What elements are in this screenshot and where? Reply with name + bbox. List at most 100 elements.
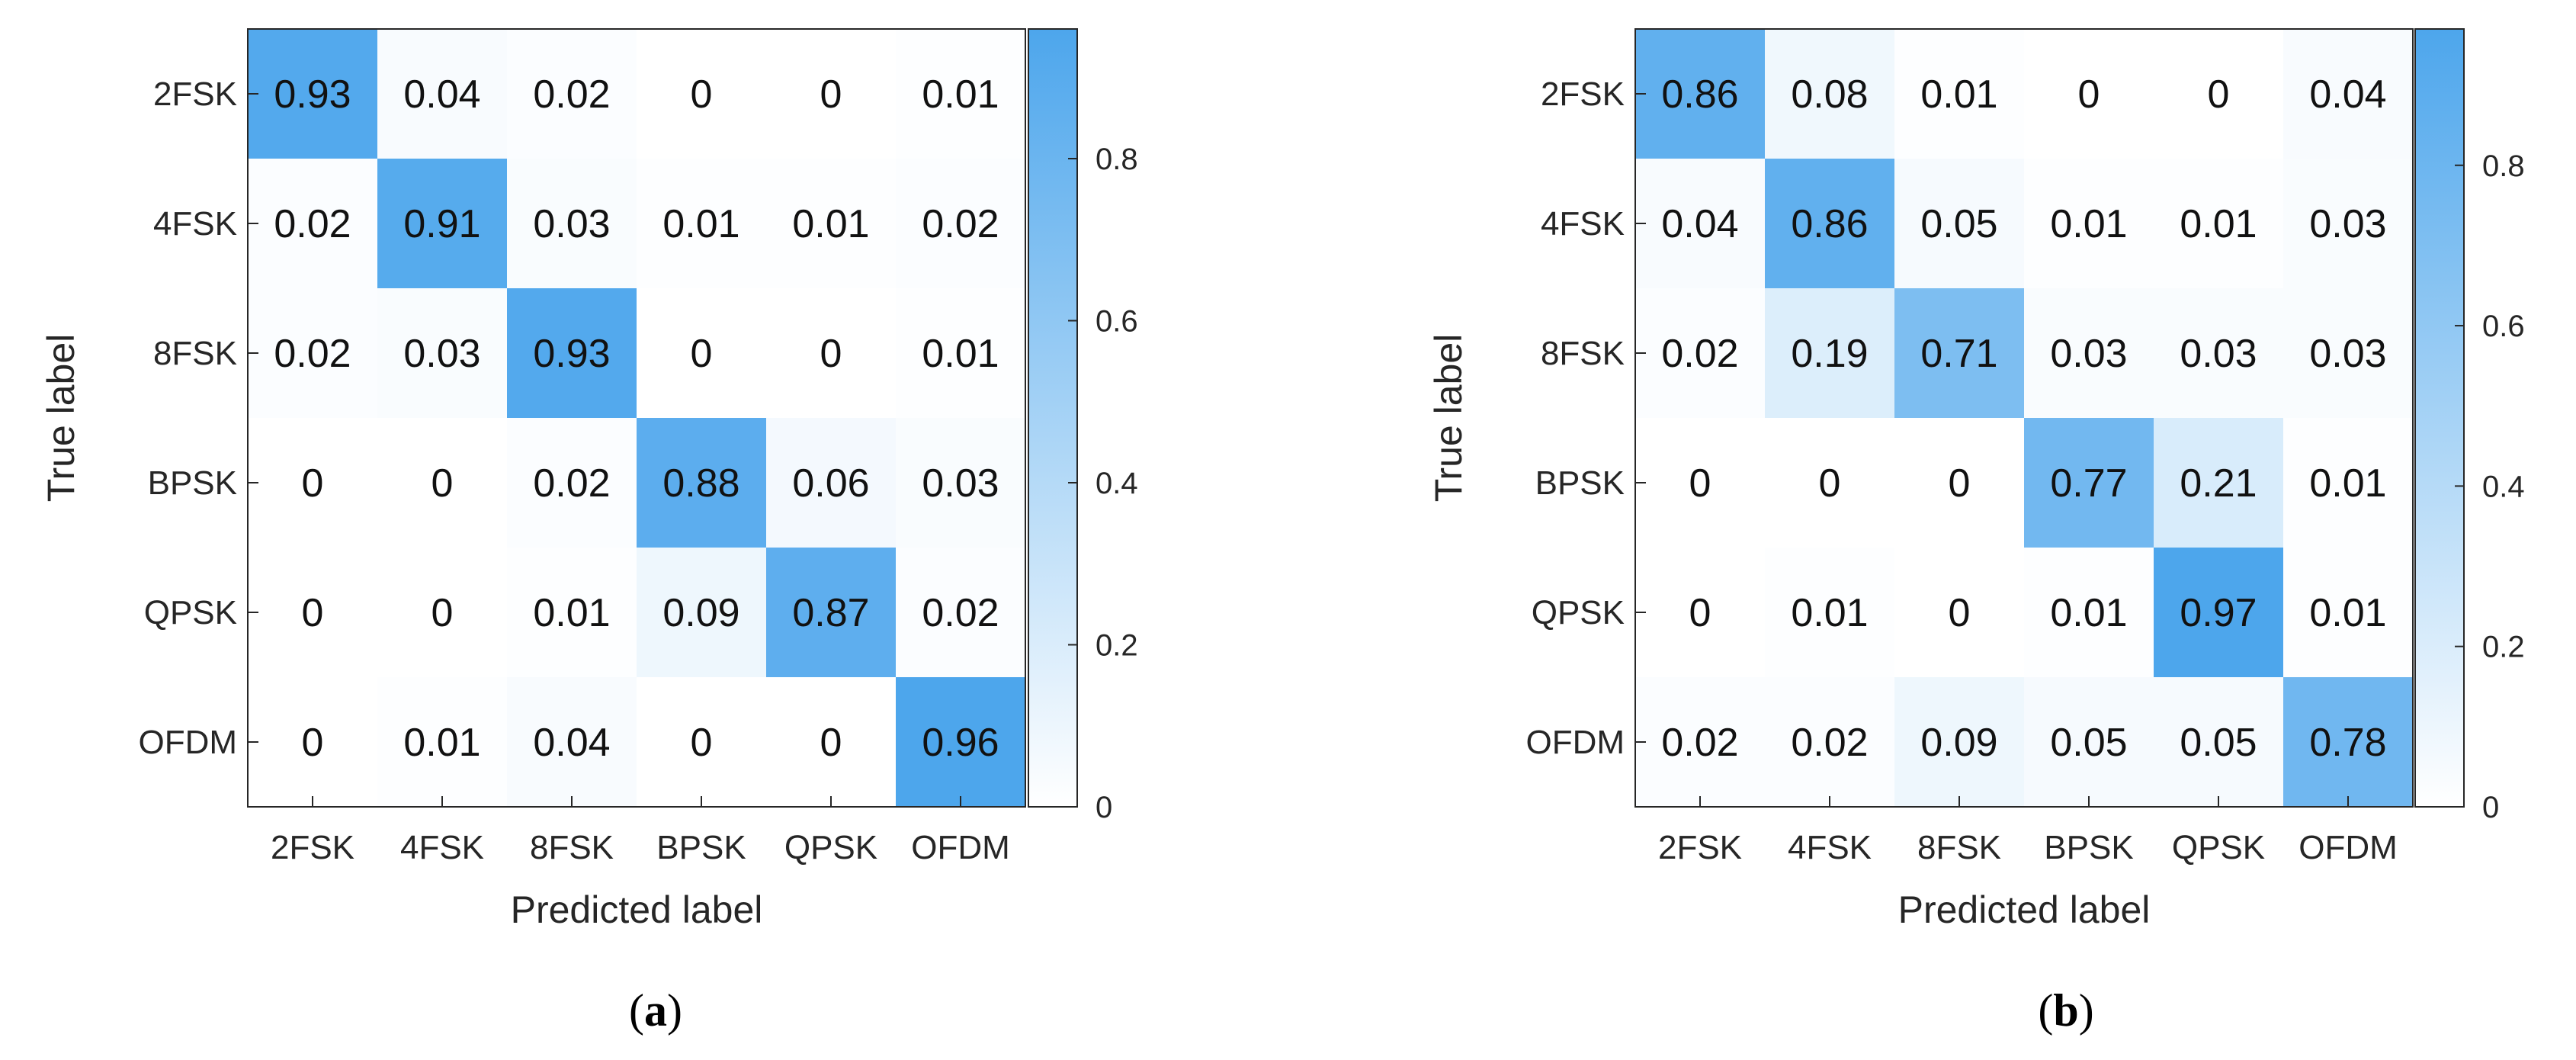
- heatmap-cell: [766, 418, 896, 548]
- x-tick-label: 4FSK: [1788, 829, 1872, 866]
- cell-value-label: 0.02: [922, 202, 999, 246]
- cell-value-label: 0: [431, 461, 454, 506]
- cell-value-label: 0: [302, 721, 324, 765]
- cell-value-label: 0.04: [1661, 202, 1738, 246]
- colorbar-tick-label: 0.4: [1096, 467, 1138, 500]
- cell-value-label: 0.08: [1791, 72, 1868, 117]
- cell-value-label: 0.01: [2309, 461, 2386, 506]
- cell-value-label: 0.03: [533, 202, 610, 246]
- heatmap-cell: [2024, 418, 2154, 548]
- x-tick-label: OFDM: [2299, 829, 2398, 866]
- cell-value-label: 0.01: [922, 332, 999, 376]
- y-tick-label: QPSK: [144, 594, 237, 631]
- cell-value-label: 0: [2208, 72, 2230, 117]
- y-tick-label: 8FSK: [1541, 335, 1625, 372]
- heatmap-cell: [2283, 29, 2413, 159]
- heatmap-cell: [377, 29, 507, 159]
- heatmap-cell: [507, 548, 637, 677]
- cell-value-label: 0.02: [1791, 721, 1868, 765]
- heatmap-cell: [2024, 159, 2154, 288]
- colorbar-tick-label: 0.8: [2482, 149, 2525, 183]
- heatmap-cell: [2283, 548, 2413, 677]
- cell-value-label: 0.06: [792, 461, 869, 506]
- heatmap-cell: [377, 288, 507, 418]
- cell-value-label: 0.02: [274, 332, 351, 376]
- cell-value-label: 0.01: [403, 721, 480, 765]
- heatmap-cell: [1635, 548, 1765, 677]
- y-tick-label: BPSK: [148, 464, 237, 502]
- cell-value-label: 0.01: [1791, 591, 1868, 635]
- cell-value-label: 0.93: [274, 72, 351, 117]
- heatmap-cell: [2024, 29, 2154, 159]
- cell-value-label: 0.04: [2309, 72, 2386, 117]
- heatmap-cell: [1765, 29, 1894, 159]
- cell-value-label: 0.01: [533, 591, 610, 635]
- cell-value-label: 0.09: [1920, 721, 1997, 765]
- heatmap-cell: [1765, 677, 1894, 807]
- cell-value-label: 0: [302, 591, 324, 635]
- cell-value-label: 0: [691, 721, 713, 765]
- cell-value-label: 0.88: [662, 461, 739, 506]
- colorbar-tick-label: 0.8: [1096, 143, 1138, 176]
- cell-value-label: 0.04: [403, 72, 480, 117]
- y-tick-label: BPSK: [1535, 464, 1625, 502]
- colorbar-tick-label: 0.6: [1096, 305, 1138, 339]
- cell-value-label: 0.03: [2180, 332, 2257, 376]
- heatmap-cell: [637, 288, 766, 418]
- heatmap-cell: [1635, 418, 1765, 548]
- colorbar-tick-label: 0.2: [2482, 631, 2525, 664]
- heatmap-cell: [1765, 418, 1894, 548]
- heatmap-cell: [2024, 677, 2154, 807]
- x-tick-label: BPSK: [656, 829, 746, 866]
- cell-value-label: 0: [1689, 461, 1711, 506]
- cell-value-label: 0.03: [922, 461, 999, 506]
- heatmap-cell: [766, 159, 896, 288]
- x-tick-label: 2FSK: [1658, 829, 1742, 866]
- colorbar-tick-label: 0.6: [2482, 310, 2525, 343]
- heatmap-cell: [1765, 288, 1894, 418]
- x-axis-title: Predicted label: [1898, 888, 2151, 931]
- cell-value-label: 0: [820, 332, 842, 376]
- heatmap-cell: [1894, 418, 2024, 548]
- panel-caption: (b): [2038, 985, 2093, 1036]
- panel-caption: (a): [629, 985, 682, 1036]
- y-tick-label: 4FSK: [1541, 205, 1625, 243]
- cell-value-label: 0.01: [2050, 202, 2127, 246]
- x-tick-label: 8FSK: [530, 829, 614, 866]
- cell-value-label: 0.21: [2180, 461, 2257, 506]
- heatmap-cell: [896, 548, 1025, 677]
- cell-value-label: 0.78: [2309, 721, 2386, 765]
- cell-value-label: 0.05: [2050, 721, 2127, 765]
- heatmap-cell: [2024, 288, 2154, 418]
- cell-value-label: 0.01: [922, 72, 999, 117]
- cell-value-label: 0.09: [662, 591, 739, 635]
- heatmap-cell: [766, 288, 896, 418]
- heatmap-cell: [377, 677, 507, 807]
- heatmap-cell: [2283, 159, 2413, 288]
- heatmap-cell: [248, 677, 377, 807]
- heatmap-cell: [766, 548, 896, 677]
- x-tick-label: QPSK: [784, 829, 877, 866]
- cell-value-label: 0.03: [2309, 202, 2386, 246]
- heatmap-cell: [637, 29, 766, 159]
- heatmap-cell: [896, 418, 1025, 548]
- cell-value-label: 0: [1819, 461, 1841, 506]
- heatmap-cell: [507, 418, 637, 548]
- heatmap-cell: [2024, 548, 2154, 677]
- cell-value-label: 0: [820, 721, 842, 765]
- y-axis-title: True label: [1427, 334, 1470, 502]
- y-tick-label: OFDM: [138, 724, 237, 761]
- heatmap-cell: [637, 548, 766, 677]
- cell-value-label: 0.02: [922, 591, 999, 635]
- heatmap-cell: [766, 29, 896, 159]
- cell-value-label: 0: [820, 72, 842, 117]
- heatmap-cell: [1894, 288, 2024, 418]
- confusion-matrix-b: 0.86 0.08 0.01 0 0 0.04 0.04 0.86 0.05 0.01 0.01 0.…: [1427, 28, 2525, 1036]
- heatmap-cell: [896, 677, 1025, 807]
- heatmap-cell: [248, 418, 377, 548]
- heatmap-cell: [2283, 418, 2413, 548]
- heatmap-cell: [1894, 159, 2024, 288]
- heatmap-cell: [2154, 548, 2283, 677]
- y-tick-label: QPSK: [1532, 594, 1625, 631]
